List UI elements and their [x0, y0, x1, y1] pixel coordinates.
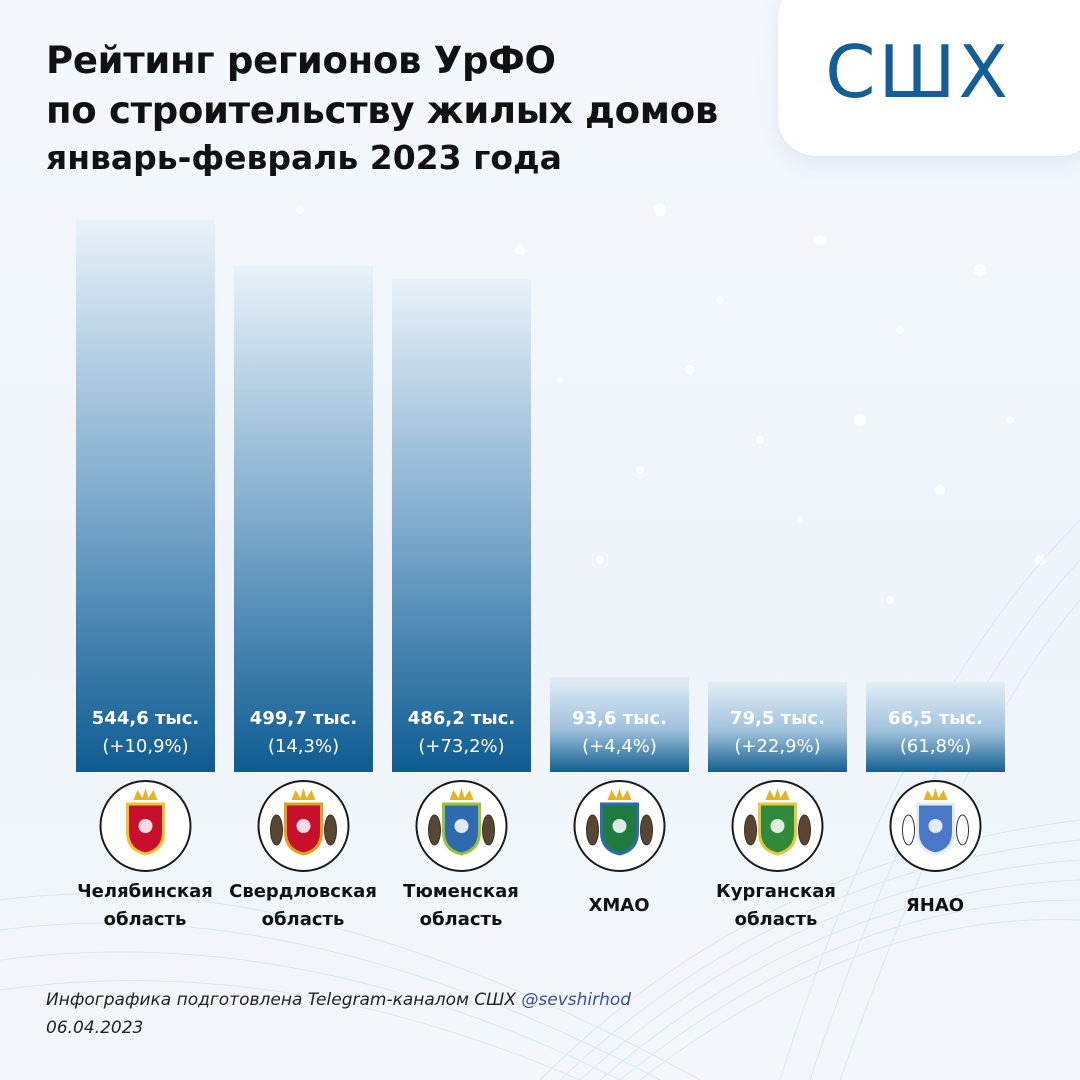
bar-change-label: (+22,9%): [734, 736, 820, 757]
region-label-line-1: ЯНАО: [905, 895, 965, 916]
chart-title-line-2: по строительству жилых домов: [46, 89, 718, 132]
telegram-handle-link[interactable]: @sevshirhod: [521, 990, 632, 1010]
region-label-khmao: ХМАО: [534, 892, 704, 920]
bar-yanao: [866, 682, 1005, 772]
bar-kurgan: [708, 682, 847, 772]
region-label-line-2: область: [261, 909, 345, 930]
bar-change-label: (61,8%): [900, 736, 971, 757]
bar-sverdlovsk: [234, 265, 373, 772]
tyumen-coat-of-arms-icon: [415, 780, 508, 872]
region-label-yanao: ЯНАО: [850, 892, 1020, 920]
region-label-tyumen: Тюменская область: [376, 878, 546, 934]
logo-card: СШХ: [778, 0, 1080, 156]
kurgan-coat-of-arms-icon: [731, 780, 824, 872]
region-label-line-1: Тюменская: [403, 881, 519, 902]
region-label-line-1: Челябинская: [77, 881, 213, 902]
region-label-line-1: ХМАО: [588, 895, 650, 916]
bar-chelyabinsk: [76, 220, 215, 772]
bar-value-label: 66,5 тыс.: [888, 708, 983, 729]
bar-value-label: 499,7 тыс.: [250, 708, 357, 729]
bar-value-label: 544,6 тыс.: [92, 708, 199, 729]
region-label-kurgan: Курганская область: [691, 878, 861, 934]
footer: Инфографика подготовлена Telegram-канало…: [46, 986, 631, 1042]
region-label-line-2: область: [103, 909, 187, 930]
bar-value-label: 93,6 тыс.: [572, 708, 667, 729]
brand-logo: СШХ: [825, 30, 1011, 114]
region-label-line-1: Курганская: [716, 881, 836, 902]
region-label-chelyabinsk: Челябинская область: [60, 878, 230, 934]
bar-value-label: 79,5 тыс.: [730, 708, 825, 729]
chart-subtitle: январь-февраль 2023 года: [46, 138, 562, 177]
bar-change-label: (+10,9%): [102, 736, 188, 757]
chelyabinsk-coat-of-arms-icon: [99, 780, 192, 872]
sverdlovsk-coat-of-arms-icon: [257, 780, 350, 872]
region-label-sverdlovsk: Свердловская область: [218, 878, 388, 934]
region-label-line-1: Свердловская: [229, 881, 377, 902]
bar-khmao: [550, 677, 689, 772]
footer-date: 06.04.2023: [46, 1018, 144, 1038]
region-label-line-2: область: [734, 909, 818, 930]
khmao-coat-of-arms-icon: [573, 780, 666, 872]
bar-change-label: (+4,4%): [582, 736, 657, 757]
region-label-line-2: область: [419, 909, 503, 930]
footer-credit-text: Инфографика подготовлена Telegram-канало…: [46, 990, 516, 1010]
title-block: Рейтинг регионов УрФО по строительству ж…: [46, 36, 718, 180]
bar-change-label: (14,3%): [268, 736, 339, 757]
bar-value-label: 486,2 тыс.: [408, 708, 515, 729]
bar-change-label: (+73,2%): [418, 736, 504, 757]
chart-title-line-1: Рейтинг регионов УрФО: [46, 39, 556, 82]
footer-credit: Инфографика подготовлена Telegram-канало…: [46, 986, 631, 1014]
yanao-coat-of-arms-icon: [889, 780, 982, 872]
bar-tyumen: [392, 279, 531, 772]
